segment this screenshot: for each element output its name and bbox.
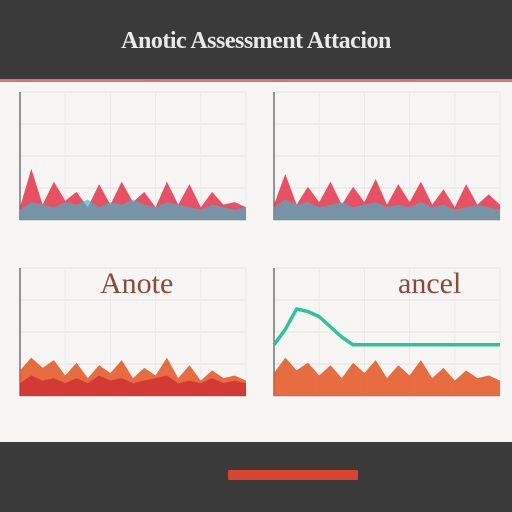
series-0-area <box>274 357 500 396</box>
dashboard-board: Anote ancel <box>0 79 512 442</box>
chart-panel-top-left <box>6 86 254 236</box>
series-1-area <box>20 375 246 396</box>
chart-panel-top-right <box>260 86 508 236</box>
chart-top-right <box>273 91 501 221</box>
chart-bottom-left <box>19 267 247 397</box>
series-1-area <box>20 199 246 220</box>
footer-status-bar <box>228 470 358 480</box>
chart-panel-bottom-left <box>6 262 254 412</box>
chart-title-bottom-left: Anote <box>100 267 174 300</box>
chart-title-bottom-right: ancel <box>398 267 462 300</box>
series-1-line <box>272 307 500 347</box>
chart-bottom-right <box>272 267 501 397</box>
chart-top-left <box>19 91 247 221</box>
page-title: Anotic Assessment Attacion <box>121 28 391 54</box>
chart-panel-bottom-right <box>260 262 508 412</box>
series-1-area <box>274 199 500 220</box>
